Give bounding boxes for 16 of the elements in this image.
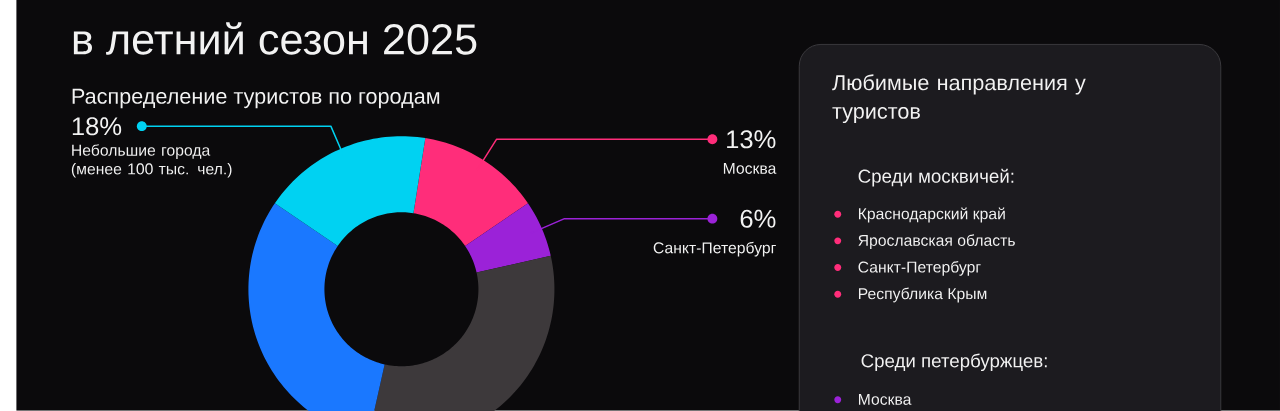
chart-title: в летний сезон 2025	[73, 22, 477, 55]
text: Санкт-Петербург	[858, 261, 981, 276]
text: Республика Крым	[858, 287, 987, 303]
text: Любимые направления у туристов	[832, 74, 1086, 124]
legend-label: Небольшие города (менее 100 тыс. чел.)	[71, 144, 232, 178]
data-label: 6%	[740, 209, 776, 228]
text: Краснодарский край	[858, 207, 1005, 223]
data-label: 18%	[72, 117, 122, 136]
legend-label: Санкт-Петербург	[653, 241, 776, 257]
legend-label: Москва	[723, 163, 777, 175]
data-label: 13%	[727, 130, 776, 149]
text: Ярославская область	[858, 234, 1015, 250]
chart-subtitle: Распределение туристов по городам	[72, 88, 440, 109]
text: Среди петербуржцев:	[861, 353, 1047, 372]
text: Москва	[858, 394, 912, 406]
text: Среди москвичей:	[858, 168, 1014, 187]
